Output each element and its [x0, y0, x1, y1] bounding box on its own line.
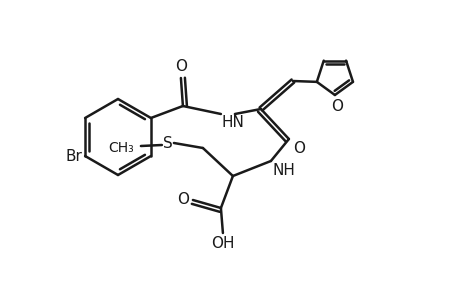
- Text: S: S: [162, 136, 173, 151]
- Text: O: O: [292, 141, 304, 156]
- Text: CH₃: CH₃: [108, 141, 134, 155]
- Text: NH: NH: [272, 163, 295, 178]
- Text: HN: HN: [221, 115, 244, 130]
- Text: O: O: [330, 99, 342, 114]
- Text: O: O: [177, 191, 189, 206]
- Text: Br: Br: [65, 148, 82, 164]
- Text: OH: OH: [211, 236, 234, 251]
- Text: O: O: [174, 59, 186, 74]
